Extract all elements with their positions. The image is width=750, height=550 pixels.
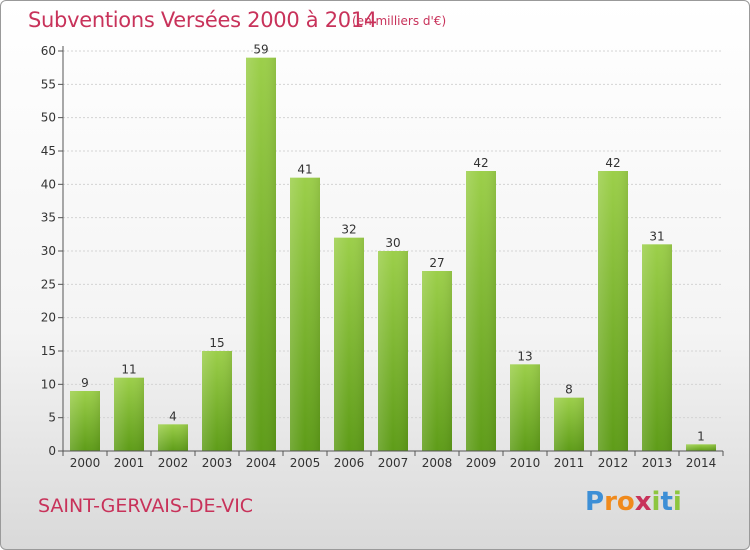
bar-shine xyxy=(158,424,188,451)
y-tick-label: 15 xyxy=(41,344,56,358)
y-tick-label: 0 xyxy=(48,444,56,458)
y-tick-label: 30 xyxy=(41,244,56,258)
bar-shine xyxy=(70,391,100,451)
x-tick-label: 2009 xyxy=(466,456,497,470)
x-tick-label: 2008 xyxy=(422,456,453,470)
x-tick-label: 2013 xyxy=(642,456,673,470)
logo-letter: x xyxy=(634,487,652,517)
x-tick-label: 2004 xyxy=(246,456,277,470)
bar-value-label: 27 xyxy=(429,256,444,270)
logo-letter: r xyxy=(604,487,617,517)
bar-shine xyxy=(290,177,320,451)
bar-value-label: 9 xyxy=(81,376,89,390)
bar-shine xyxy=(642,244,672,451)
proxiti-logo: Proxiti xyxy=(585,487,682,517)
y-tick-label: 10 xyxy=(41,377,56,391)
bar-value-label: 11 xyxy=(121,363,136,377)
chart-subtitle: (en milliers d'€) xyxy=(352,14,447,28)
bar-value-label: 1 xyxy=(697,429,705,443)
bar-value-label: 13 xyxy=(517,349,532,363)
bar-value-label: 31 xyxy=(649,229,664,243)
y-tick-label: 5 xyxy=(48,411,56,425)
bar-shine xyxy=(114,377,144,451)
logo-letter: i xyxy=(651,487,661,517)
bar-value-label: 42 xyxy=(473,156,488,170)
bar-value-label: 4 xyxy=(169,409,177,423)
bar-value-label: 59 xyxy=(253,43,268,57)
x-tick-label: 2012 xyxy=(598,456,629,470)
bar-shine xyxy=(334,237,364,451)
x-tick-label: 2003 xyxy=(202,456,233,470)
bar-value-label: 42 xyxy=(605,156,620,170)
bar-shine xyxy=(202,351,232,451)
x-tick-label: 2014 xyxy=(686,456,717,470)
bar-shine xyxy=(378,251,408,451)
commune-name: SAINT-GERVAIS-DE-VIC xyxy=(38,495,254,517)
x-tick-label: 2000 xyxy=(70,456,101,470)
logo-letter: i xyxy=(672,487,682,517)
bar-shine xyxy=(466,171,496,451)
logo-letter: P xyxy=(585,487,605,517)
x-tick-label: 2002 xyxy=(158,456,189,470)
bar-shine xyxy=(598,171,628,451)
bar-value-label: 30 xyxy=(385,236,400,250)
bar-shine xyxy=(422,271,452,451)
bar-shine xyxy=(554,397,584,451)
logo-letter: o xyxy=(616,487,635,517)
y-tick-label: 55 xyxy=(41,77,56,91)
x-tick-label: 2001 xyxy=(114,456,145,470)
bar-shine xyxy=(246,57,276,452)
y-tick-label: 45 xyxy=(41,144,56,158)
y-tick-label: 40 xyxy=(41,177,56,191)
bar-value-label: 8 xyxy=(565,383,573,397)
bar-value-label: 32 xyxy=(341,223,356,237)
bar-value-label: 41 xyxy=(297,163,312,177)
x-tick-label: 2006 xyxy=(334,456,365,470)
y-tick-label: 60 xyxy=(41,44,56,58)
bar-value-label: 15 xyxy=(209,336,224,350)
y-tick-label: 50 xyxy=(41,111,56,125)
x-tick-label: 2011 xyxy=(554,456,585,470)
y-tick-label: 25 xyxy=(41,277,56,291)
chart-title: Subventions Versées 2000 à 2014 xyxy=(28,8,377,32)
bar-shine xyxy=(686,444,716,451)
bar-shine xyxy=(510,364,540,451)
x-tick-label: 2007 xyxy=(378,456,409,470)
x-tick-label: 2005 xyxy=(290,456,321,470)
y-tick-label: 35 xyxy=(41,211,56,225)
y-tick-label: 20 xyxy=(41,311,56,325)
logo-letter: t xyxy=(660,487,673,517)
x-tick-label: 2010 xyxy=(510,456,541,470)
